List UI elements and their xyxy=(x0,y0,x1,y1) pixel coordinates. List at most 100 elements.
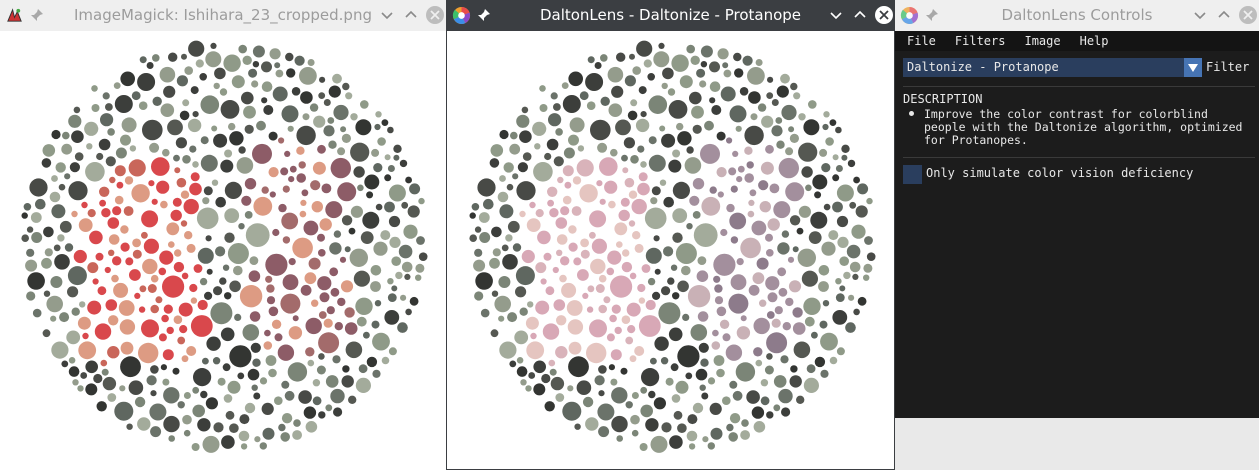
plate-dot xyxy=(129,145,137,152)
filter-combo-arrow[interactable] xyxy=(1184,58,1202,77)
plate-dot xyxy=(217,377,226,386)
simulate-only-checkbox[interactable] xyxy=(903,165,922,184)
menu-help[interactable]: Help xyxy=(1079,34,1109,48)
menu-file[interactable]: File xyxy=(907,34,936,48)
menu-filters[interactable]: Filters xyxy=(954,34,1006,48)
plate-dot xyxy=(95,252,104,261)
plate-dot xyxy=(69,162,80,173)
plate-dot xyxy=(161,314,169,323)
imagemagick-window[interactable]: ImageMagick: Ishihara_23_cropped.png xyxy=(0,0,446,470)
plate-dot xyxy=(341,375,354,388)
plate-dot xyxy=(51,341,69,359)
plate-dot xyxy=(696,68,706,78)
plate-dot xyxy=(561,282,577,298)
plate-dot xyxy=(732,150,739,157)
plate-dot xyxy=(107,393,117,402)
plate-dot xyxy=(688,443,696,450)
close-button[interactable] xyxy=(1239,6,1257,24)
plate-dot xyxy=(709,61,720,73)
plate-dot xyxy=(566,300,583,316)
plate-dot xyxy=(530,332,537,340)
imagemagick-icon xyxy=(7,8,22,22)
plate-dot xyxy=(179,110,190,121)
plate-dot xyxy=(853,176,860,184)
maximize-button[interactable] xyxy=(1215,6,1233,24)
plate-dot xyxy=(576,380,592,396)
plate-dot xyxy=(685,372,693,380)
plate-dot xyxy=(777,242,790,255)
minimize-button[interactable] xyxy=(1191,6,1209,24)
plate-dot xyxy=(405,176,412,184)
plate-dot xyxy=(281,212,299,230)
plate-dot xyxy=(621,154,628,162)
plate-dot xyxy=(629,272,637,280)
plate-dot xyxy=(607,66,624,83)
plate-dot xyxy=(370,265,382,276)
plate-dot xyxy=(533,162,553,182)
separator xyxy=(903,157,1255,158)
maximize-button[interactable] xyxy=(851,6,869,24)
plate-dot xyxy=(716,131,726,141)
minimize-button[interactable] xyxy=(827,6,845,24)
plate-dot xyxy=(586,342,607,364)
plate-dot xyxy=(120,225,129,234)
plate-dot xyxy=(366,191,374,199)
controls-window[interactable]: DaltonLens Controls File Filters Image H… xyxy=(895,0,1259,418)
plate-dot xyxy=(720,228,728,237)
close-button[interactable] xyxy=(426,6,444,24)
plate-dot xyxy=(325,404,333,412)
menu-image[interactable]: Image xyxy=(1024,34,1061,48)
plate-dot xyxy=(586,306,594,313)
plate-dot xyxy=(541,373,551,384)
description-text: Improve the color contrast for colorblin… xyxy=(924,107,1243,147)
plate-dot xyxy=(205,235,212,242)
plate-dot xyxy=(303,220,319,236)
plate-dot xyxy=(162,349,174,361)
daltonize-titlebar[interactable] xyxy=(447,0,894,31)
plate-dot xyxy=(341,215,353,226)
plate-dot xyxy=(722,396,731,406)
simulate-only-label: Only simulate color vision deficiency xyxy=(926,166,1194,180)
maximize-button[interactable] xyxy=(402,6,420,24)
plate-dot xyxy=(616,435,623,442)
plate-dot xyxy=(43,226,54,238)
daltonize-window[interactable]: DaltonLens - Daltonize - Protanope xyxy=(446,0,895,470)
plate-dot xyxy=(822,123,829,131)
plate-dot xyxy=(78,218,93,233)
pin-icon[interactable] xyxy=(477,8,491,22)
close-button[interactable] xyxy=(875,6,893,24)
plate-dot xyxy=(525,385,532,392)
plate-dot xyxy=(751,220,767,236)
plate-dot xyxy=(195,59,204,68)
plate-dot xyxy=(190,86,199,95)
plate-dot xyxy=(141,210,159,228)
plate-dot xyxy=(497,191,509,203)
plate-dot xyxy=(803,297,821,315)
plate-dot xyxy=(543,252,552,261)
pin-icon[interactable] xyxy=(925,8,939,22)
plate-dot xyxy=(785,182,805,202)
plate-dot xyxy=(608,200,616,209)
plate-dot xyxy=(319,292,330,303)
plate-dot xyxy=(471,203,480,211)
plate-dot xyxy=(832,154,839,161)
plate-dot xyxy=(318,92,326,99)
plate-dot xyxy=(730,236,739,244)
plate-dot xyxy=(244,178,257,190)
plate-dot xyxy=(634,243,644,253)
plate-dot xyxy=(58,183,66,191)
plate-dot xyxy=(319,76,326,83)
minimize-button[interactable] xyxy=(378,6,396,24)
plate-dot xyxy=(663,196,674,208)
plate-dot xyxy=(540,278,547,285)
filter-combo[interactable]: Daltonize - Protanope xyxy=(903,58,1194,77)
plate-dot xyxy=(85,162,105,182)
plate-dot xyxy=(175,137,187,149)
pin-icon[interactable] xyxy=(30,8,44,22)
plate-dot xyxy=(628,220,636,227)
plate-dot xyxy=(835,278,842,285)
imagemagick-titlebar[interactable] xyxy=(0,0,446,31)
plate-dot xyxy=(128,159,146,177)
plate-dot xyxy=(696,270,709,282)
plate-dot xyxy=(224,292,232,300)
